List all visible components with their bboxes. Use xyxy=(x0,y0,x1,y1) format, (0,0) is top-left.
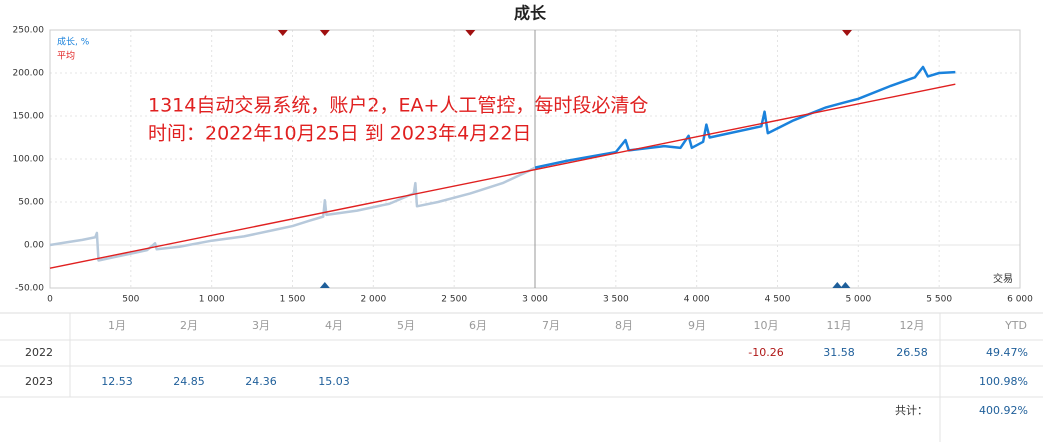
column-header: 8月 xyxy=(615,319,633,332)
column-header: 12月 xyxy=(900,319,925,332)
bottom-marker xyxy=(319,282,330,288)
x-tick-label: 5 000 xyxy=(845,295,871,305)
total-value: 400.92% xyxy=(979,404,1028,417)
x-tick-label: 3 500 xyxy=(603,295,629,305)
y-tick-label: 50.00 xyxy=(18,198,44,208)
x-axis-label: 交易 xyxy=(993,272,1013,285)
column-header: 1月 xyxy=(108,319,126,332)
bottom-marker xyxy=(832,282,843,288)
x-tick-label: 2 500 xyxy=(441,295,467,305)
x-tick-label: 3 000 xyxy=(522,295,548,305)
series-line xyxy=(49,65,956,262)
x-tick-label: 2 000 xyxy=(360,295,386,305)
x-tick-label: 500 xyxy=(122,295,139,305)
x-tick-label: 1 000 xyxy=(199,295,225,305)
y-tick-label: 100.00 xyxy=(13,155,45,165)
column-header: 6月 xyxy=(469,319,487,332)
total-label: 共计： xyxy=(895,404,928,417)
column-header: 9月 xyxy=(688,319,706,332)
row-label: 2023 xyxy=(25,375,53,388)
column-header: 11月 xyxy=(827,319,852,332)
column-header: YTD xyxy=(1004,319,1027,332)
ytd-cell: 49.47% xyxy=(986,346,1028,359)
bottom-marker xyxy=(840,282,851,288)
x-tick-label: 1 500 xyxy=(280,295,306,305)
y-tick-label: 200.00 xyxy=(13,69,45,79)
month-cell: 26.58 xyxy=(896,346,928,359)
x-tick-label: 0 xyxy=(47,295,53,305)
y-tick-label: -50.00 xyxy=(15,284,44,294)
top-marker xyxy=(319,30,330,36)
column-header: 7月 xyxy=(542,319,560,332)
legend-label: 平均 xyxy=(57,50,75,62)
x-tick-label: 6 000 xyxy=(1007,295,1033,305)
legend-label: 成长, % xyxy=(57,36,90,48)
y-tick-label: 150.00 xyxy=(13,112,45,122)
month-cell: -10.26 xyxy=(748,346,783,359)
annotation: 1314自动交易系统，账户2，EA+人工管控，每时段必清仓 xyxy=(148,95,648,117)
column-header: 2月 xyxy=(180,319,198,332)
column-header: 5月 xyxy=(397,319,415,332)
column-header: 4月 xyxy=(325,319,343,332)
chart-title: 成长 xyxy=(514,4,547,23)
month-cell: 12.53 xyxy=(101,375,133,388)
month-cell: 24.85 xyxy=(173,375,205,388)
month-cell: 31.58 xyxy=(823,346,855,359)
y-tick-label: 0.00 xyxy=(24,241,44,251)
column-header: 3月 xyxy=(252,319,270,332)
column-header: 10月 xyxy=(754,319,779,332)
x-tick-label: 5 500 xyxy=(926,295,952,305)
top-marker xyxy=(842,30,853,36)
x-tick-label: 4 500 xyxy=(765,295,791,305)
month-cell: 24.36 xyxy=(245,375,277,388)
y-tick-label: 250.00 xyxy=(13,26,45,36)
row-label: 2022 xyxy=(25,346,53,359)
ytd-cell: 100.98% xyxy=(979,375,1028,388)
x-tick-label: 4 000 xyxy=(684,295,710,305)
series-line xyxy=(49,83,956,269)
top-marker xyxy=(465,30,476,36)
top-marker xyxy=(277,30,288,36)
annotation: 时间：2022年10月25日 到 2023年4月22日 xyxy=(148,123,531,145)
month-cell: 15.03 xyxy=(318,375,350,388)
